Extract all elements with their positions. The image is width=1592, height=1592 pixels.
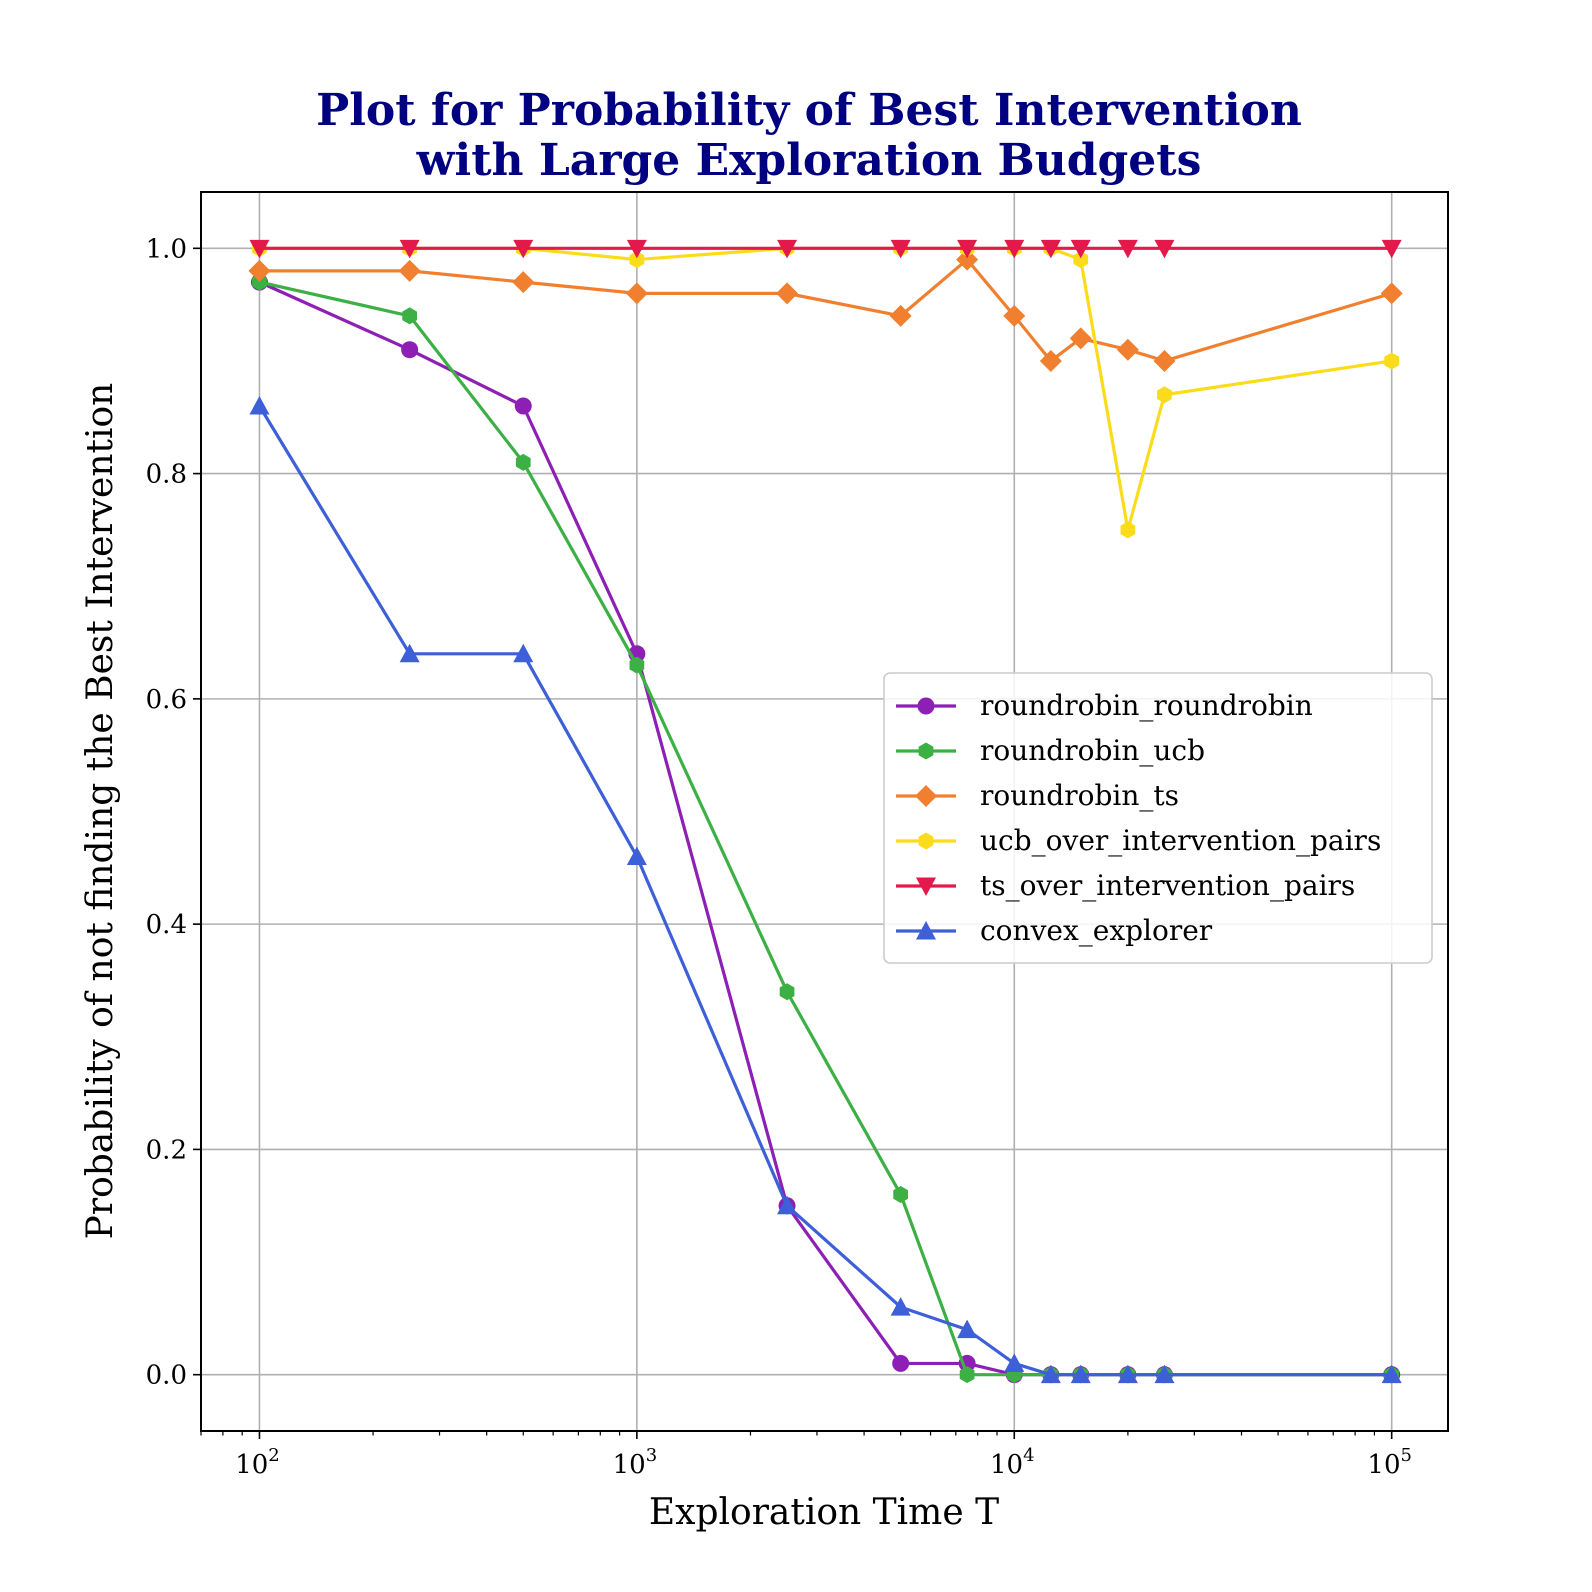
x-tick-label: 102 bbox=[235, 1445, 280, 1480]
legend-marker bbox=[917, 697, 935, 715]
legend-marker bbox=[918, 742, 934, 760]
y-tick-label: 1.0 bbox=[146, 234, 187, 264]
series-ucb_over_intervention_pairs bbox=[252, 239, 1400, 539]
legend-entry: convex_explorer bbox=[896, 914, 1213, 947]
legend-marker bbox=[916, 877, 936, 896]
chart-title-line-2: with Large Exploration Budgets bbox=[416, 135, 1202, 186]
data-point bbox=[1154, 239, 1175, 259]
x-axis-label: Exploration Time T bbox=[649, 1492, 999, 1533]
y-tick-label: 0.8 bbox=[146, 460, 187, 490]
x-tick-label: 105 bbox=[1367, 1445, 1412, 1480]
legend-label: ts_over_intervention_pairs bbox=[980, 869, 1355, 902]
data-point bbox=[1157, 386, 1172, 404]
legend-entry: ucb_over_intervention_pairs bbox=[896, 824, 1381, 857]
legend-marker bbox=[915, 785, 937, 807]
data-point bbox=[249, 239, 270, 259]
data-point bbox=[625, 282, 648, 305]
data-point bbox=[399, 643, 420, 663]
legend-marker bbox=[918, 832, 934, 850]
data-point bbox=[890, 239, 911, 259]
data-point bbox=[1380, 282, 1403, 305]
data-point bbox=[626, 239, 647, 259]
legend-box bbox=[883, 672, 1433, 964]
series-roundrobin_ts bbox=[248, 248, 1403, 372]
data-point bbox=[1381, 1364, 1402, 1384]
legend-entry: roundrobin_roundrobin bbox=[896, 689, 1313, 722]
legend-label: roundrobin_ts bbox=[980, 779, 1179, 812]
legend-label: convex_explorer bbox=[980, 914, 1213, 947]
x-tick-label: 104 bbox=[990, 1445, 1035, 1480]
data-point bbox=[1154, 1364, 1175, 1384]
data-point bbox=[629, 251, 645, 269]
data-point bbox=[399, 239, 420, 259]
data-point bbox=[515, 453, 531, 471]
data-point bbox=[629, 656, 645, 674]
data-point bbox=[1039, 349, 1062, 372]
data-point bbox=[779, 983, 795, 1001]
data-point bbox=[1070, 1364, 1091, 1384]
legend-label: ucb_over_intervention_pairs bbox=[980, 824, 1381, 857]
plot-series bbox=[248, 239, 1403, 1384]
data-point bbox=[398, 259, 421, 282]
y-axis-label: Probability of not finding the Best Inte… bbox=[80, 383, 121, 1240]
legend-entry: roundrobin_ucb bbox=[896, 734, 1205, 767]
y-tick-label: 0.4 bbox=[146, 910, 187, 940]
legend-entry: roundrobin_ts bbox=[896, 779, 1179, 812]
data-point bbox=[889, 304, 912, 327]
data-point bbox=[1004, 1353, 1025, 1372]
data-point bbox=[402, 307, 418, 325]
data-point bbox=[514, 397, 532, 415]
y-tick-label: 0.0 bbox=[146, 1361, 187, 1391]
data-point bbox=[957, 239, 978, 259]
y-tick-label: 0.6 bbox=[146, 685, 187, 715]
data-point bbox=[777, 1195, 798, 1215]
data-point bbox=[892, 1354, 910, 1372]
series-convex_explorer bbox=[249, 396, 1402, 1384]
data-point bbox=[1040, 1364, 1061, 1384]
data-point bbox=[1073, 251, 1089, 269]
y-tick-label: 0.2 bbox=[146, 1135, 187, 1165]
data-point bbox=[1117, 239, 1138, 259]
legend-marker bbox=[916, 921, 936, 940]
data-point bbox=[1070, 239, 1091, 259]
data-point bbox=[1069, 327, 1092, 350]
data-point bbox=[249, 396, 270, 415]
data-point bbox=[1116, 338, 1139, 361]
data-point bbox=[626, 846, 647, 866]
data-point bbox=[401, 341, 419, 359]
data-point bbox=[1153, 349, 1176, 372]
legend-entry: ts_over_intervention_pairs bbox=[896, 869, 1355, 902]
data-point bbox=[957, 1319, 978, 1339]
x-tick-label: 103 bbox=[613, 1445, 658, 1480]
data-point bbox=[890, 1297, 911, 1316]
data-point bbox=[893, 1185, 909, 1203]
data-point bbox=[1003, 304, 1026, 327]
legend: roundrobin_roundrobin roundrobin_ucbround… bbox=[883, 672, 1433, 964]
data-point bbox=[248, 259, 271, 282]
data-point bbox=[1384, 352, 1400, 370]
data-point bbox=[777, 239, 798, 259]
axis-ticks: 102 103 104 105 0.0 0.2 0.4 0.6 0.8 1.0 bbox=[146, 234, 1412, 1480]
data-point bbox=[512, 271, 535, 294]
plot-frame bbox=[200, 191, 1449, 1432]
data-point bbox=[513, 643, 534, 663]
data-point bbox=[1040, 239, 1061, 259]
data-point bbox=[1120, 521, 1136, 539]
legend-label: roundrobin_ucb bbox=[980, 734, 1205, 767]
legend-label: roundrobin_roundrobin bbox=[980, 689, 1313, 722]
chart-title: Plot for Probability of Best Interventio… bbox=[316, 85, 1302, 186]
data-point bbox=[776, 282, 799, 305]
data-point bbox=[1117, 1364, 1138, 1384]
data-point bbox=[1004, 239, 1025, 259]
data-point bbox=[956, 248, 979, 271]
data-point bbox=[513, 239, 534, 259]
series-line bbox=[259, 246, 1392, 532]
data-point bbox=[959, 1366, 975, 1384]
data-point bbox=[1381, 239, 1402, 259]
series-line bbox=[259, 257, 1393, 363]
chart-title-line-1: Plot for Probability of Best Interventio… bbox=[316, 85, 1302, 136]
series-ts_over_intervention_pairs bbox=[249, 239, 1402, 259]
